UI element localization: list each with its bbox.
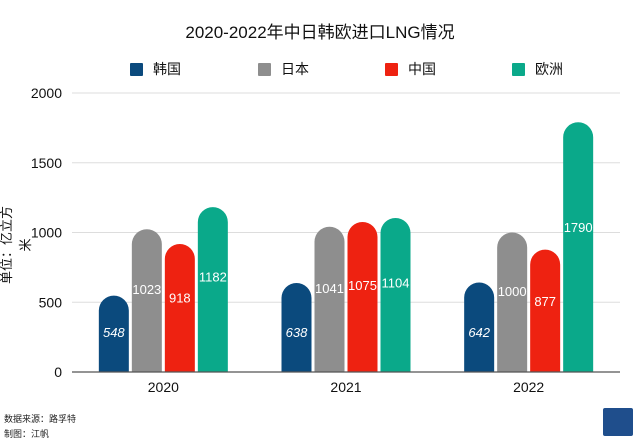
y-tick-label: 0 bbox=[54, 364, 62, 380]
y-tick-label: 2000 bbox=[31, 85, 62, 101]
y-tick-label: 1500 bbox=[31, 155, 62, 171]
data-label: 1104 bbox=[382, 276, 410, 291]
bar-欧洲-2021 bbox=[380, 217, 411, 372]
data-label: 642 bbox=[468, 325, 490, 340]
data-label: 548 bbox=[103, 325, 125, 340]
y-tick-label: 500 bbox=[39, 294, 63, 310]
legend-item: 欧洲 bbox=[512, 59, 563, 79]
source-note: 数据来源：路孚特 bbox=[4, 415, 77, 425]
bar-中国-2020 bbox=[164, 243, 195, 372]
legend-item: 韩国 bbox=[130, 59, 181, 79]
bar-中国-2021 bbox=[347, 222, 378, 372]
legend-label: 欧洲 bbox=[535, 61, 563, 77]
x-tick-label: 2021 bbox=[330, 379, 361, 395]
legend-swatch bbox=[512, 62, 525, 76]
legend-item: 日本 bbox=[258, 59, 309, 79]
legend-label: 韩国 bbox=[153, 61, 181, 77]
data-label: 1023 bbox=[132, 282, 161, 297]
data-label: 638 bbox=[286, 325, 308, 340]
bar-中国-2022 bbox=[530, 249, 561, 372]
publisher-logo bbox=[603, 408, 633, 436]
data-label: 877 bbox=[534, 294, 556, 309]
y-tick-label: 1000 bbox=[31, 225, 62, 241]
bar-欧洲-2020 bbox=[197, 207, 228, 372]
data-label: 1182 bbox=[199, 269, 227, 284]
bar-欧洲-2022 bbox=[563, 122, 594, 372]
author-note: 制图：江帆 bbox=[4, 430, 50, 440]
chart-title: 2020-2022年中日韩欧进口LNG情况 bbox=[185, 23, 455, 42]
legend-swatch bbox=[130, 62, 143, 76]
bar-韩国-2020 bbox=[98, 295, 129, 372]
data-label: 1041 bbox=[315, 281, 344, 296]
bar-韩国-2022 bbox=[464, 282, 495, 372]
legend-swatch bbox=[258, 62, 271, 76]
bar-日本-2022 bbox=[497, 232, 528, 372]
bar-日本-2020 bbox=[131, 229, 162, 372]
x-tick-label: 2022 bbox=[513, 379, 544, 395]
legend-label: 日本 bbox=[281, 61, 309, 77]
bar-韩国-2021 bbox=[281, 282, 312, 372]
legend-swatch bbox=[385, 62, 398, 76]
data-label: 1075 bbox=[348, 278, 377, 293]
x-tick-label: 2020 bbox=[148, 379, 179, 395]
legend-label: 中国 bbox=[408, 61, 436, 77]
data-label: 918 bbox=[169, 291, 191, 306]
legend-item: 中国 bbox=[385, 59, 436, 79]
data-label: 1790 bbox=[564, 220, 593, 235]
data-label: 1000 bbox=[498, 284, 527, 299]
bar-日本-2021 bbox=[314, 226, 345, 372]
